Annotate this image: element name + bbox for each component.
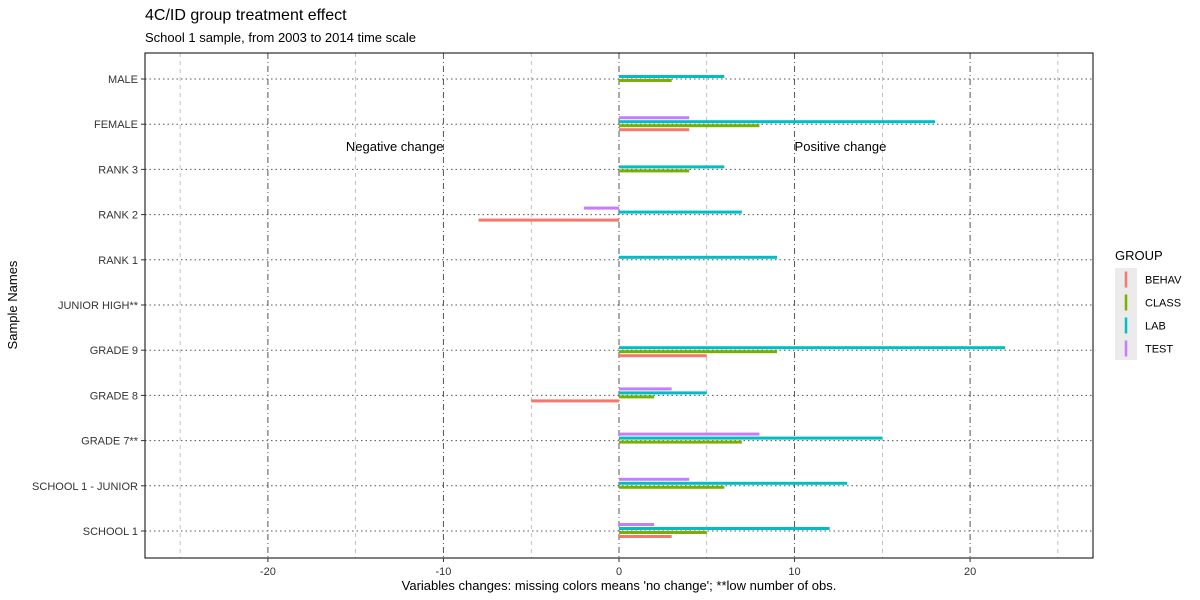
bar — [583, 206, 619, 210]
plot-area: Negative change Positive change MALE FEMALE… — [32, 52, 1094, 578]
bar — [619, 523, 655, 526]
bar — [619, 116, 690, 120]
y-tick-label: GRADE 7** — [81, 436, 139, 448]
bar — [619, 432, 760, 436]
chart-title: 4C/ID group treatment effect — [145, 7, 347, 24]
legend-title: GROUP — [1115, 248, 1163, 263]
y-tick-label: JUNIOR HIGH** — [58, 300, 139, 312]
legend-label: CLASS — [1145, 298, 1181, 310]
legend-label: BEHAV — [1145, 275, 1182, 287]
bar — [619, 346, 1006, 350]
bar — [619, 169, 690, 173]
x-axis-title: Variables changes: missing colors means … — [402, 578, 837, 593]
bar — [619, 527, 830, 530]
bar — [619, 79, 672, 82]
x-tick-label: -20 — [260, 566, 276, 578]
bar — [619, 128, 690, 132]
legend-label: TEST — [1145, 344, 1173, 356]
bar — [619, 165, 725, 169]
y-tick-label: RANK 3 — [98, 164, 138, 176]
x-tick-label: 0 — [616, 566, 622, 578]
y-tick-label: MALE — [108, 74, 138, 86]
y-axis-title: Sample Names — [5, 260, 20, 349]
x-tick-label: 10 — [788, 566, 800, 578]
y-tick-label: RANK 2 — [98, 210, 138, 222]
bar — [619, 485, 725, 489]
y-tick-label: SCHOOL 1 — [83, 526, 138, 538]
chart-subtitle: School 1 sample, from 2003 to 2014 time … — [145, 30, 416, 45]
bar — [619, 75, 725, 78]
bar — [619, 387, 672, 391]
annotation: Positive change — [795, 139, 887, 154]
y-tick-label: SCHOOL 1 - JUNIOR — [32, 481, 138, 493]
y-tick-label: RANK 1 — [98, 255, 138, 267]
bar — [619, 124, 760, 128]
bar — [619, 210, 742, 214]
bar — [619, 481, 848, 485]
bar — [619, 391, 707, 395]
bar — [619, 535, 672, 538]
legend-label: LAB — [1145, 321, 1166, 333]
legend: GROUP BEHAV CLASS LAB TEST — [1115, 248, 1182, 360]
bar — [619, 440, 742, 444]
bar — [619, 395, 655, 399]
bar — [619, 120, 935, 124]
bar — [619, 354, 707, 358]
bar — [619, 477, 690, 481]
annotation: Negative change — [346, 139, 444, 154]
bar — [531, 399, 619, 403]
bar — [619, 255, 777, 259]
bar — [619, 436, 883, 440]
bar — [619, 350, 777, 354]
bar — [478, 218, 619, 222]
y-tick-label: GRADE 8 — [90, 390, 138, 402]
y-tick-label: GRADE 9 — [90, 345, 138, 357]
bar — [619, 531, 707, 534]
y-tick-label: FEMALE — [94, 119, 138, 131]
legend-key-background — [1115, 268, 1137, 360]
x-tick-label: -10 — [435, 566, 451, 578]
x-tick-label: 20 — [964, 566, 976, 578]
